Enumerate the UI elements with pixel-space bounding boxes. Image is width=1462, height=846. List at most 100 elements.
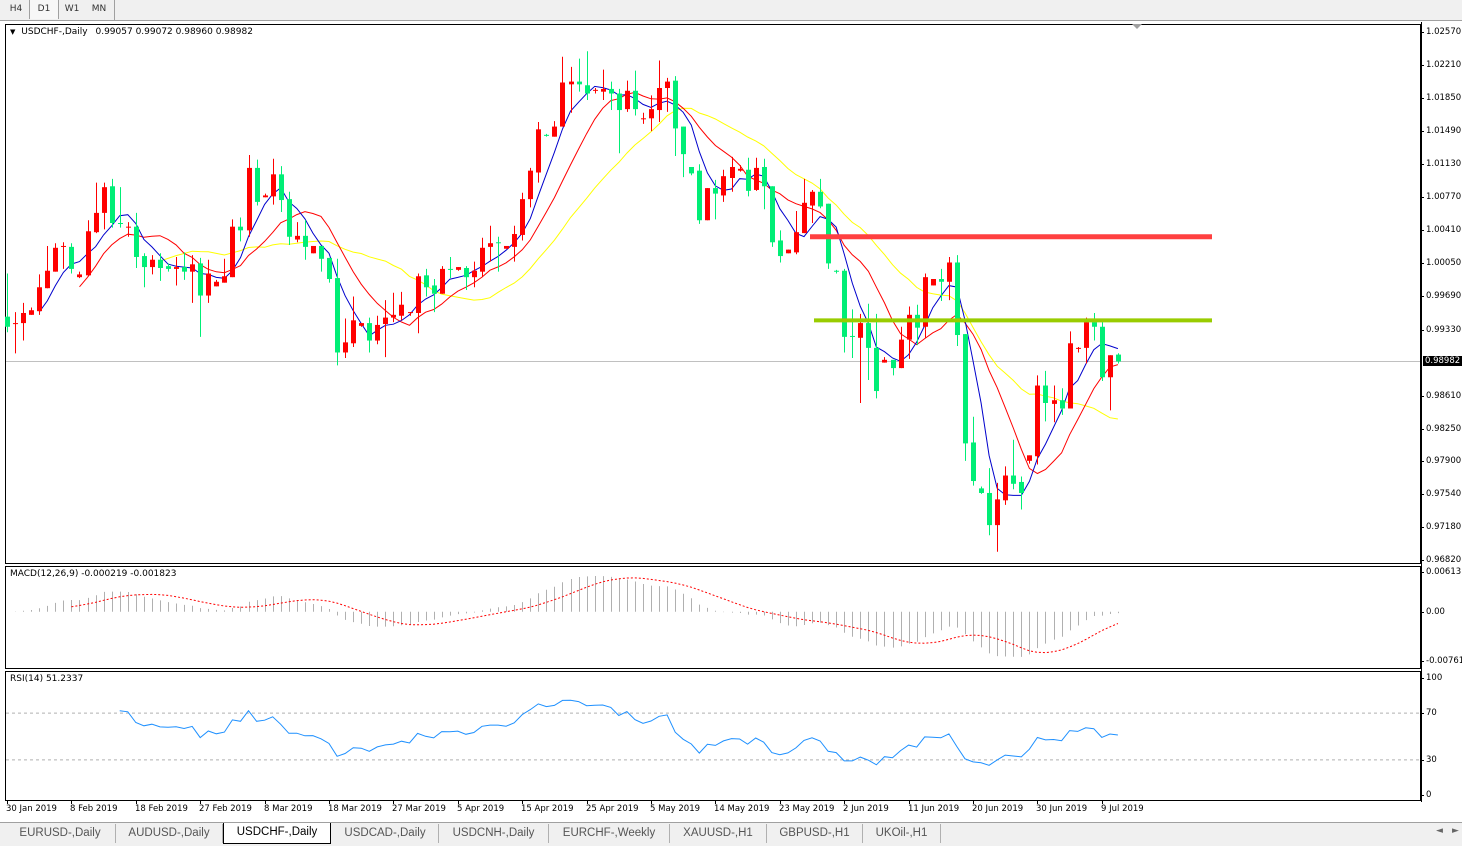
candle-bear xyxy=(577,81,582,85)
date-tick-mark xyxy=(136,801,137,804)
scroll-left-icon[interactable]: ◄ xyxy=(1436,826,1443,836)
candle-bull xyxy=(593,89,598,91)
candle-bull xyxy=(657,88,662,111)
date-tick-mark xyxy=(844,801,845,804)
candle-bull xyxy=(665,81,670,89)
scroll-right-icon[interactable]: ► xyxy=(1452,826,1459,836)
candle-bull xyxy=(440,268,445,294)
candle-bear xyxy=(770,186,775,243)
price-tick-label: 1.01490 xyxy=(1426,126,1462,137)
candle-bull xyxy=(77,274,82,278)
tab-audusd-daily[interactable]: AUDUSD-,Daily xyxy=(116,824,223,843)
candle-bear xyxy=(1060,400,1065,409)
tab-ukoil-h1[interactable]: UKOil-,H1 xyxy=(863,824,941,843)
tab-eurchf-weekly[interactable]: EURCHF-,Weekly xyxy=(549,824,670,843)
chart-shift-marker-icon[interactable] xyxy=(1132,24,1142,29)
candle-bull xyxy=(21,312,26,324)
candle-bear xyxy=(303,235,308,247)
timeframe-d1-button[interactable]: D1 xyxy=(29,0,59,19)
candle-bull xyxy=(399,304,404,316)
macd-tick-label: -0.00761 xyxy=(1426,656,1462,666)
candle-bull xyxy=(222,276,227,283)
date-tick-label: 27 Feb 2019 xyxy=(199,804,252,814)
candle-bear xyxy=(971,442,976,482)
chart-header: ▼ USDCHF-,Daily 0.99057 0.99072 0.98960 … xyxy=(10,27,253,37)
date-tick-label: 5 May 2019 xyxy=(650,804,701,814)
price-tick-label: 0.97900 xyxy=(1426,455,1462,466)
date-tick-mark xyxy=(587,801,588,804)
timeframe-mn-button[interactable]: MN xyxy=(91,4,107,14)
price-tick-mark xyxy=(1421,32,1424,33)
candle-bear xyxy=(713,188,718,194)
date-tick-mark xyxy=(458,801,459,804)
candle-bear xyxy=(319,245,324,259)
rsi-tick-label: 30 xyxy=(1426,754,1437,765)
timeframe-w1-button[interactable]: W1 xyxy=(64,4,80,14)
candle-bull xyxy=(247,167,252,231)
candle-bull xyxy=(882,359,887,363)
candle-bull xyxy=(311,245,316,254)
candle-bull xyxy=(931,279,936,286)
candle-bear xyxy=(1043,385,1048,403)
candle-bull xyxy=(214,281,219,287)
candle-bull xyxy=(263,195,268,198)
candle-bear xyxy=(255,167,260,202)
candle-bear xyxy=(110,186,115,223)
macd-label: MACD(12,26,9) -0.000219 -0.001823 xyxy=(10,569,177,579)
price-tick-label: 1.00050 xyxy=(1426,258,1462,269)
candle-bull xyxy=(786,249,791,254)
price-tick-mark xyxy=(1421,131,1424,133)
candle-bear xyxy=(142,256,147,268)
moving-average-slow-line xyxy=(159,107,1118,420)
date-tick-label: 15 Apr 2019 xyxy=(521,804,574,814)
candle-bull xyxy=(1052,400,1057,404)
candle-bull xyxy=(1027,455,1032,461)
candle-bear xyxy=(866,323,871,348)
candle-bear xyxy=(496,242,501,244)
candle-bear xyxy=(955,262,960,336)
candle-bear xyxy=(891,359,896,369)
date-tick-label: 2 Jun 2019 xyxy=(843,804,889,814)
tab-usdcad-daily[interactable]: USDCAD-,Daily xyxy=(332,824,439,843)
date-tick-label: 5 Apr 2019 xyxy=(457,804,505,814)
candle-bull xyxy=(472,270,477,278)
candle-bull xyxy=(351,320,356,344)
macd-pane[interactable] xyxy=(5,566,1421,669)
candle-bull xyxy=(512,234,517,247)
candle-bull xyxy=(552,126,557,137)
candle-bull xyxy=(947,262,952,282)
tab-eurusd-daily[interactable]: EURUSD-,Daily xyxy=(5,824,116,843)
date-tick-mark xyxy=(651,801,652,804)
candle-bear xyxy=(850,335,855,337)
date-tick-label: 11 Jun 2019 xyxy=(908,804,960,814)
candle-bull xyxy=(45,270,50,289)
symbol-label: USDCHF-,Daily xyxy=(21,27,88,37)
date-tick-mark xyxy=(7,801,8,804)
macd-tick-label: 0.00 xyxy=(1426,606,1445,617)
candle-bull xyxy=(738,168,743,171)
tab-xauusd-h1[interactable]: XAUUSD-,H1 xyxy=(670,824,767,843)
candle-bull xyxy=(230,226,235,278)
timeframe-h4-button[interactable]: H4 xyxy=(9,4,23,14)
date-tick-label: 20 Jun 2019 xyxy=(972,804,1024,814)
candle-bull xyxy=(29,310,34,315)
candle-bear xyxy=(778,240,783,257)
candle-bull xyxy=(730,166,735,179)
price-tick-label: 0.99330 xyxy=(1426,324,1462,335)
candle-bull xyxy=(810,191,815,206)
price-tick-label: 1.00410 xyxy=(1426,225,1462,236)
tab-usdcnh-daily[interactable]: USDCNH-,Daily xyxy=(439,824,549,843)
price-tick-mark xyxy=(1421,560,1424,561)
tab-gbpusd-h1[interactable]: GBPUSD-,H1 xyxy=(767,824,863,843)
date-tick-label: 23 May 2019 xyxy=(779,804,835,814)
rsi-pane[interactable] xyxy=(5,671,1421,801)
candle-bull xyxy=(1084,322,1089,348)
candle-bull xyxy=(86,231,91,276)
candle-bull xyxy=(206,273,211,296)
candle-bull xyxy=(907,314,912,340)
triangle-down-icon[interactable]: ▼ xyxy=(10,28,16,36)
candle-bull xyxy=(625,90,630,110)
candle-bull xyxy=(923,277,928,327)
tab-usdchf-daily[interactable]: USDCHF-,Daily xyxy=(223,823,331,844)
price-chart-pane[interactable] xyxy=(5,24,1421,564)
